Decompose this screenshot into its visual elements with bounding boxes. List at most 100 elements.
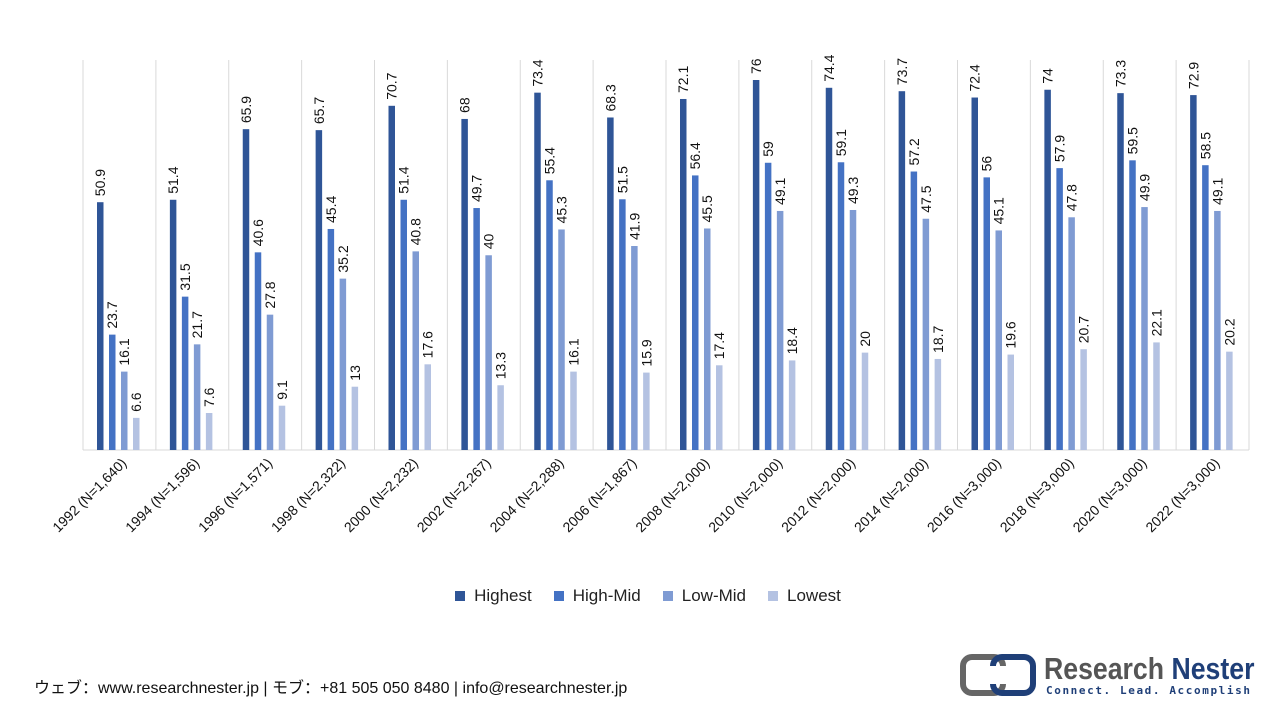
data-label: 13 (347, 365, 363, 381)
data-label: 55.4 (542, 147, 558, 174)
bar (205, 413, 213, 450)
legend-swatch-high-mid (553, 591, 564, 601)
x-tick-label: 2012 (N=2,000) (778, 455, 858, 535)
data-label: 73.3 (1113, 60, 1129, 87)
data-label: 49.1 (772, 177, 788, 204)
bar (764, 162, 772, 450)
bar (1117, 93, 1124, 450)
data-label: 7.6 (201, 387, 217, 407)
bar (109, 334, 116, 450)
data-label: 49.3 (845, 177, 861, 204)
legend-item-lowest: Lowest (768, 586, 841, 606)
data-label: 74 (1040, 68, 1056, 84)
bar (169, 199, 177, 450)
bar (776, 210, 784, 450)
bar (558, 229, 565, 450)
x-tick-label: 2018 (N=3,000) (997, 455, 1077, 535)
data-label: 72.9 (1185, 62, 1201, 89)
bar (1129, 160, 1136, 450)
data-label: 45.4 (323, 196, 339, 223)
data-label: 70.7 (384, 72, 400, 99)
data-label: 49.7 (469, 175, 485, 202)
legend-item-low-mid: Low-Mid (662, 586, 746, 606)
data-label: 31.5 (177, 263, 193, 290)
logo-tagline: Connect. Lead. Accomplish (1046, 684, 1252, 697)
bar (934, 358, 942, 450)
legend-swatch-lowest (768, 591, 779, 601)
bar (1141, 207, 1148, 450)
data-label: 56.4 (687, 142, 703, 169)
x-tick-label: 1996 (N=1,571) (195, 455, 275, 535)
x-tick-label: 2022 (N=3,000) (1142, 455, 1222, 535)
bar (861, 352, 869, 450)
data-label: 65.9 (238, 96, 254, 123)
bar (351, 386, 359, 450)
bar (1214, 210, 1221, 450)
data-label: 35.2 (335, 245, 351, 272)
data-label: 20.2 (1221, 318, 1237, 345)
data-label: 16.1 (566, 338, 582, 365)
x-tick-label: 1994 (N=1,596) (122, 455, 202, 535)
x-tick-label: 2016 (N=3,000) (924, 455, 1004, 535)
bar (242, 129, 250, 450)
chart-legend: Highest High-Mid Low-Mid Lowest (0, 586, 1280, 606)
legend-item-highest: Highest (455, 586, 532, 606)
data-label: 68.3 (602, 84, 618, 111)
bar (1056, 168, 1063, 451)
data-label: 21.7 (189, 311, 205, 338)
bar (752, 80, 760, 450)
legend-item-high-mid: High-Mid (553, 586, 641, 606)
data-label: 45.1 (991, 197, 1007, 224)
x-tick-label: 2020 (N=3,000) (1069, 455, 1149, 535)
bar (534, 92, 541, 450)
data-label: 74.4 (821, 54, 837, 81)
logo-name: Research Nester (1044, 651, 1254, 687)
data-label: 73.7 (894, 58, 910, 85)
x-tick-label: 2000 (N=2,232) (341, 455, 421, 535)
bar (631, 246, 638, 450)
data-label: 17.6 (420, 331, 436, 358)
data-label: 41.9 (626, 213, 642, 240)
bar (1153, 342, 1160, 450)
bar (278, 405, 286, 450)
x-tick-label: 2002 (N=2,267) (414, 455, 494, 535)
bar (910, 171, 918, 451)
data-label: 72.4 (967, 64, 983, 91)
data-label: 49.1 (1209, 177, 1225, 204)
bar (181, 296, 189, 450)
logo-name-nester: Nester (1171, 651, 1255, 686)
bar (1044, 89, 1051, 450)
data-label: 18.7 (930, 325, 946, 352)
logo-mark-icon (960, 654, 1036, 696)
data-label: 68 (457, 97, 473, 113)
data-label: 65.7 (311, 97, 327, 124)
bar (570, 371, 577, 450)
bar (266, 314, 274, 450)
bar (546, 180, 553, 450)
bar (327, 228, 335, 450)
legend-label-lowest: Lowest (787, 586, 841, 605)
bar (849, 209, 857, 450)
data-label: 76 (748, 58, 764, 74)
bar (1080, 349, 1087, 450)
x-tick-label: 2010 (N=2,000) (705, 455, 785, 535)
bar (339, 278, 347, 450)
bar (898, 91, 906, 451)
bar (97, 202, 104, 450)
data-label: 56 (979, 156, 995, 172)
data-label: 40.6 (250, 219, 266, 246)
data-label: 50.9 (92, 169, 108, 196)
bar (995, 230, 1002, 450)
logo-name-research: Research (1044, 651, 1165, 686)
bar (424, 364, 431, 450)
data-label: 20 (857, 331, 873, 347)
bar (837, 162, 845, 451)
legend-swatch-low-mid (662, 591, 673, 601)
research-nester-logo: Research Nester Connect. Lead. Accomplis… (960, 651, 1265, 698)
bar (497, 385, 504, 450)
x-tick-label: 2004 (N=2,288) (486, 455, 566, 535)
bar (315, 130, 323, 451)
data-label: 15.9 (638, 339, 654, 366)
bar (388, 105, 395, 450)
x-tick-label: 2006 (N=1,867) (559, 455, 639, 535)
